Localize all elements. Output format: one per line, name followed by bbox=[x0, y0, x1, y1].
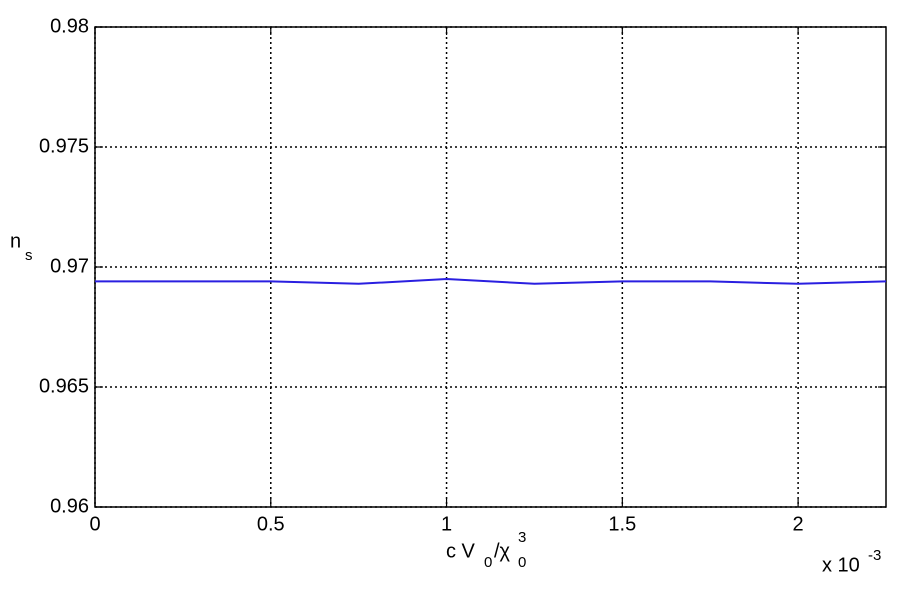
x-tick-label: 0 bbox=[89, 513, 100, 535]
x-label: c V bbox=[446, 540, 476, 562]
data-line bbox=[95, 277, 887, 285]
y-tick-label: 0.98 bbox=[50, 15, 89, 37]
y-tick-label: 0.965 bbox=[39, 375, 89, 397]
x-multiplier: x 10 bbox=[822, 554, 860, 576]
y-label: n bbox=[10, 230, 21, 252]
y-tick-label: 0.96 bbox=[50, 495, 89, 517]
plot-frame bbox=[94, 26, 887, 508]
x-label: 0 bbox=[484, 554, 492, 571]
x-multiplier-exp: -3 bbox=[868, 547, 881, 564]
y-label-sub: s bbox=[25, 247, 33, 264]
x-tick-label: 0.5 bbox=[257, 513, 285, 535]
x-label: 3 bbox=[518, 529, 526, 546]
x-label: /χ bbox=[494, 540, 511, 562]
y-tick-label: 0.97 bbox=[50, 255, 89, 277]
x-tick-label: 1 bbox=[441, 513, 452, 535]
x-tick-label: 2 bbox=[793, 513, 804, 535]
y-tick-label: 0.975 bbox=[39, 135, 89, 157]
x-tick-label: 1.5 bbox=[608, 513, 636, 535]
x-label: 0 bbox=[518, 554, 526, 571]
